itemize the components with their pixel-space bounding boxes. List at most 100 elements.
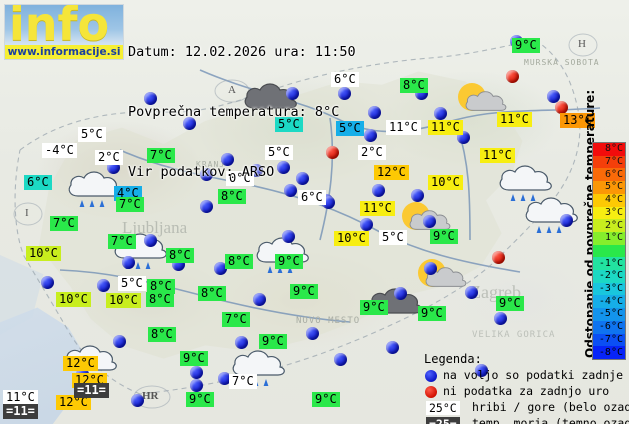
- station-dot-current[interactable]: [144, 92, 157, 105]
- station-dot-current[interactable]: [372, 184, 385, 197]
- station-dot-current[interactable]: [368, 106, 381, 119]
- country-code-italy: I: [25, 207, 29, 219]
- temperature-label: 7°C: [50, 216, 78, 231]
- temperature-label: 9°C: [496, 296, 524, 311]
- station-dot-current[interactable]: [334, 353, 347, 366]
- station-dot-stale[interactable]: [506, 70, 519, 83]
- station-dot-current[interactable]: [97, 279, 110, 292]
- station-dot-current[interactable]: [434, 107, 447, 120]
- station-dot-current[interactable]: [394, 287, 407, 300]
- station-dot-stale[interactable]: [492, 251, 505, 264]
- city-label-velika-gorica: VELIKA GORICA: [472, 330, 556, 340]
- header-date-line: Datum: 12.02.2026 ura: 11:50: [128, 44, 356, 60]
- station-dot-current[interactable]: [360, 218, 373, 231]
- scale-step-label: -2°C: [598, 270, 623, 282]
- scale-step-8: 8°C: [593, 143, 625, 156]
- station-dot-current[interactable]: [190, 366, 203, 379]
- scale-step-label: 5°C: [604, 181, 623, 193]
- logo-url: www.informacije.si: [5, 45, 123, 59]
- station-dot-current[interactable]: [190, 379, 203, 392]
- station-dot-current[interactable]: [465, 286, 478, 299]
- legend-mountain-chip: 25°C: [426, 401, 460, 415]
- dark-cloud-icon: [240, 78, 302, 118]
- station-dot-current[interactable]: [253, 293, 266, 306]
- city-label-ljubljana: Ljubljana: [122, 218, 188, 237]
- temperature-label: 6°C: [298, 190, 326, 205]
- station-dot-current[interactable]: [277, 161, 290, 174]
- temperature-label: 9°C: [275, 254, 303, 269]
- station-dot-current[interactable]: [475, 364, 488, 377]
- station-dot-current[interactable]: [494, 312, 507, 325]
- temperature-label: 6°C: [331, 72, 359, 87]
- scale-step-minus6: -6°C: [593, 320, 625, 334]
- temperature-label: 12°C: [56, 395, 91, 410]
- station-dot-current[interactable]: [122, 256, 135, 269]
- station-dot-current[interactable]: [286, 87, 299, 100]
- logo-wordmark: info: [9, 4, 110, 51]
- station-dot-current[interactable]: [411, 189, 424, 202]
- blue-dot-icon: [425, 370, 437, 382]
- temperature-label: 9°C: [180, 351, 208, 366]
- station-dot-current[interactable]: [386, 341, 399, 354]
- city-label-murska-sobota: MURSKA SOBOTA: [524, 58, 600, 67]
- temperature-label: 8°C: [147, 279, 175, 294]
- info-logo[interactable]: info www.informacije.si: [4, 4, 124, 60]
- station-dot-current[interactable]: [560, 214, 573, 227]
- legend-sea-text: temp. morja (temno ozadje): [472, 416, 629, 424]
- temperature-label: 11°C: [360, 201, 395, 216]
- station-dot-current[interactable]: [306, 327, 319, 340]
- station-dot-current[interactable]: [131, 394, 144, 407]
- scale-step-minus8: -8°C: [593, 346, 625, 359]
- scale-step-label: -3°C: [598, 283, 623, 295]
- temperature-label: 7°C: [108, 234, 136, 249]
- station-dot-stale[interactable]: [555, 101, 568, 114]
- station-dot-current[interactable]: [423, 215, 436, 228]
- scale-step-minus5: -5°C: [593, 308, 625, 321]
- station-dot-stale[interactable]: [326, 146, 339, 159]
- scale-step-label: -6°C: [598, 321, 623, 333]
- temperature-label: 10°C: [26, 246, 61, 261]
- legend: Legenda: na voljo so podatki zadnje ure …: [424, 352, 629, 424]
- station-dot-current[interactable]: [41, 276, 54, 289]
- temperature-label: 11°C: [3, 390, 38, 405]
- temperature-label: 10°C: [56, 292, 91, 307]
- scale-step-5: 5°C: [593, 181, 625, 194]
- scale-step-7: 7°C: [593, 155, 625, 169]
- station-dot-current[interactable]: [214, 262, 227, 275]
- scale-step-label: -4°C: [598, 295, 623, 307]
- temperature-label: 8°C: [166, 248, 194, 263]
- red-dot-icon: [425, 386, 437, 398]
- temperature-label: 7°C: [147, 148, 175, 163]
- header-text: Datum: 12.02.2026 ura: 11:50 Povprečna t…: [128, 2, 356, 222]
- temperature-label: 10°C: [428, 175, 463, 190]
- station-dot-current[interactable]: [221, 153, 234, 166]
- legend-mountain-text: hribi / gore (belo ozadje): [472, 400, 629, 414]
- scale-step-label: 8°C: [604, 143, 623, 155]
- legend-row-sea: =25= temp. morja (temno ozadje): [424, 416, 629, 424]
- station-dot-current[interactable]: [183, 117, 196, 130]
- station-dot-current[interactable]: [113, 335, 126, 348]
- temperature-label: 10°C: [334, 231, 369, 246]
- station-dot-current[interactable]: [296, 172, 309, 185]
- scale-title-wrap: Odstopanje od povprečne temperature:: [566, 90, 597, 360]
- station-dot-current[interactable]: [364, 129, 377, 142]
- station-dot-current[interactable]: [218, 372, 231, 385]
- station-dot-current[interactable]: [282, 230, 295, 243]
- scale-step-4: 4°C: [593, 193, 625, 207]
- station-dot-current[interactable]: [547, 90, 560, 103]
- scale-step-minus1: -1°C: [593, 257, 625, 271]
- scale-step-minus2: -2°C: [593, 270, 625, 283]
- station-dot-current[interactable]: [424, 262, 437, 275]
- station-dot-current[interactable]: [200, 168, 213, 181]
- temperature-label: 8°C: [146, 292, 174, 307]
- scale-step-3: 3°C: [593, 206, 625, 220]
- station-dot-current[interactable]: [144, 234, 157, 247]
- station-dot-current[interactable]: [235, 336, 248, 349]
- temperature-label: 6°C: [24, 175, 52, 190]
- station-dot-current[interactable]: [200, 200, 213, 213]
- temperature-label: 11°C: [386, 120, 421, 135]
- station-dot-current[interactable]: [338, 87, 351, 100]
- temperature-label: 10°C: [106, 293, 141, 308]
- station-dot-current[interactable]: [284, 184, 297, 197]
